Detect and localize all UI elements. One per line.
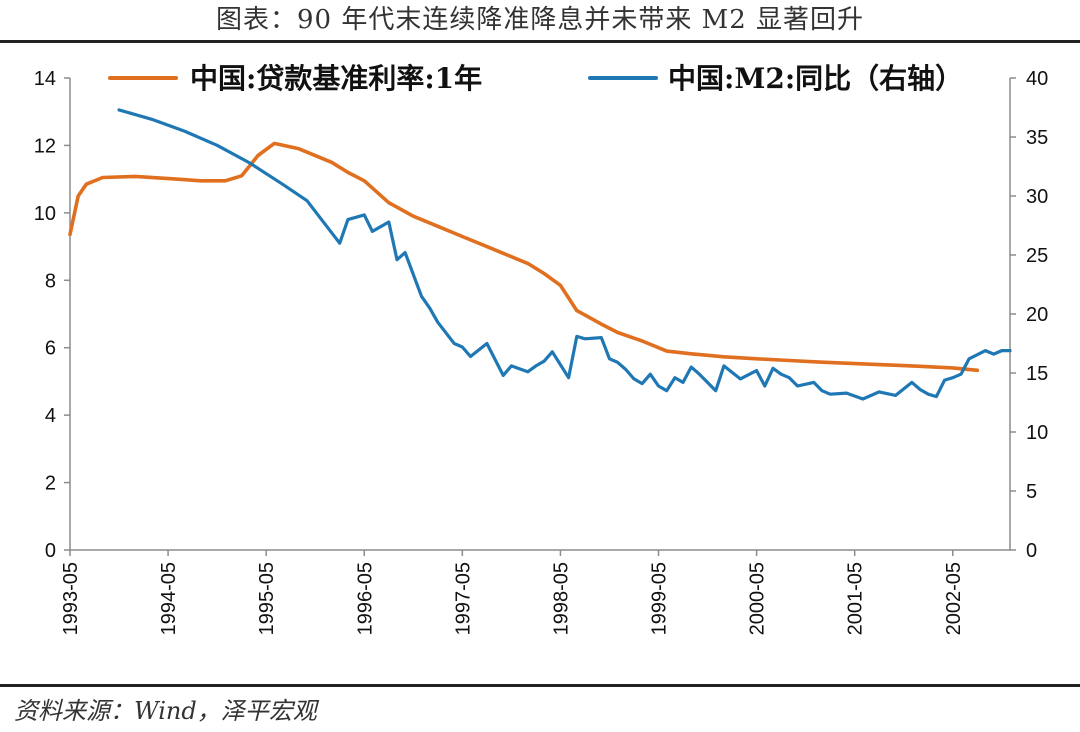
x-tick-label: 1994-05: [158, 562, 180, 635]
y-left-tick-label: 2: [45, 473, 56, 495]
chart-title: 图表：90 年代末连续降准降息并未带来 M2 显著回升: [215, 5, 865, 35]
x-tick-label: 1997-05: [452, 562, 474, 635]
y-left-tick-label: 12: [34, 135, 56, 157]
x-tick-label: 1998-05: [550, 562, 572, 635]
y-left-tick-label: 10: [34, 203, 56, 225]
y-right-tick-label: 10: [1026, 422, 1048, 444]
y-right-tick-label: 35: [1026, 127, 1048, 149]
source-note: 资料来源：Wind，泽平宏观: [14, 697, 317, 725]
y-right-tick-label: 25: [1026, 245, 1048, 267]
y-right-tick-label: 0: [1026, 540, 1037, 562]
x-tick-label: 1996-05: [354, 562, 376, 635]
y-left-tick-label: 8: [45, 270, 56, 292]
top-rule: [0, 40, 1080, 43]
x-tick-label: 1995-05: [256, 562, 278, 635]
y-right-tick-label: 5: [1026, 481, 1037, 503]
legend-label-m2: 中国:M2:同比（右轴）: [668, 62, 963, 95]
y-left-tick-label: 6: [45, 338, 56, 360]
axes: 0 2 4 6 8 10 12 14 0 5 10 15 20 25 30 35 40 1993-05 1994-0…: [34, 68, 1049, 635]
y-right-tick-label: 15: [1026, 363, 1048, 385]
y-right-tick-label: 40: [1026, 68, 1048, 90]
y-left-tick-label: 4: [45, 405, 56, 427]
y-right-tick-label: 30: [1026, 186, 1048, 208]
x-tick-label: 1993-05: [60, 562, 82, 635]
x-tick-label: 1999-05: [649, 562, 671, 635]
bottom-rule: [0, 684, 1080, 687]
x-tick-label: 2000-05: [747, 562, 769, 635]
series-layer: [68, 108, 1012, 401]
y-left-tick-label: 0: [45, 540, 56, 562]
legend: 中国:贷款基准利率:1年 中国:M2:同比（右轴）: [108, 62, 963, 95]
x-tick-label: 2002-05: [943, 562, 965, 635]
y-right-tick-label: 20: [1026, 304, 1048, 326]
legend-label-loan-rate: 中国:贷款基准利率:1年: [190, 62, 482, 95]
m2-series-line: [117, 108, 1012, 401]
x-tick-label: 2001-05: [845, 562, 867, 635]
y-left-tick-label: 14: [34, 68, 56, 90]
loan-rate-series-line: [68, 141, 980, 373]
